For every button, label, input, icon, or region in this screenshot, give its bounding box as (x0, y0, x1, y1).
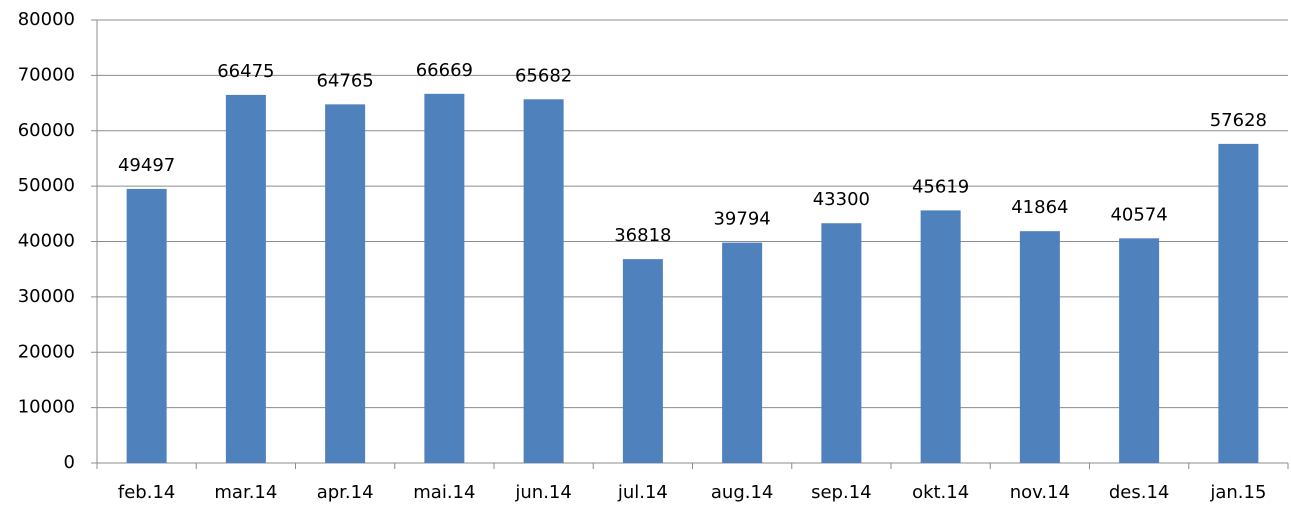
data-label: 45619 (912, 176, 969, 197)
data-label: 49497 (118, 155, 175, 176)
y-tick-label: 40000 (18, 231, 75, 252)
bar (126, 188, 167, 463)
bar (1218, 143, 1259, 463)
data-label: 40574 (1110, 204, 1167, 225)
bar (622, 259, 663, 463)
data-label: 41864 (1011, 197, 1068, 218)
y-tick-label: 10000 (18, 397, 75, 418)
bar (424, 93, 465, 464)
x-tick-label: des.14 (1109, 482, 1170, 503)
bar (722, 242, 763, 463)
bar (1019, 231, 1060, 463)
data-label: 39794 (713, 209, 770, 230)
x-tick-label: aug.14 (711, 482, 774, 503)
y-tick-label: 30000 (18, 286, 75, 307)
bar (821, 223, 862, 463)
x-tick-label: mar.14 (214, 482, 277, 503)
data-label: 66475 (217, 61, 274, 82)
y-tick-label: 50000 (18, 175, 75, 196)
data-label: 65682 (515, 65, 572, 86)
x-tick-label: nov.14 (1010, 482, 1070, 503)
x-tick-label: apr.14 (317, 482, 374, 503)
x-tick-label: jan.15 (1209, 482, 1266, 503)
x-tick-label: mai.14 (413, 482, 475, 503)
x-tick-label: okt.14 (912, 482, 969, 503)
x-tick-label: jul.14 (617, 482, 668, 503)
x-tick-label: feb.14 (118, 482, 175, 503)
x-tick-label: sep.14 (811, 482, 872, 503)
bar (523, 99, 564, 464)
y-tick-label: 80000 (18, 9, 75, 30)
data-label: 64765 (316, 70, 373, 91)
data-label: 36818 (614, 225, 671, 246)
bar (920, 210, 961, 463)
y-tick-label: 60000 (18, 120, 75, 141)
data-label: 43300 (813, 189, 870, 210)
data-label: 57628 (1210, 110, 1267, 131)
data-label: 66669 (416, 60, 473, 81)
bar (325, 104, 366, 463)
bar (1119, 238, 1160, 463)
y-tick-label: 70000 (18, 64, 75, 85)
y-tick-label: 20000 (18, 341, 75, 362)
bar (225, 94, 266, 463)
y-tick-label: 0 (64, 452, 75, 473)
x-tick-label: jun.14 (514, 482, 571, 503)
